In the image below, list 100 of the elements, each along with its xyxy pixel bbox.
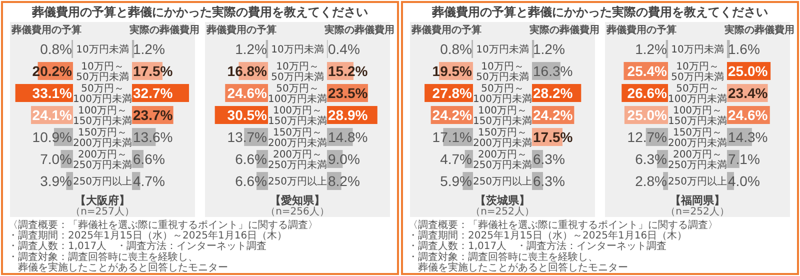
data-label: 9.0% — [328, 151, 360, 167]
data-label: 24.2% — [432, 107, 473, 123]
data-label: 26.6% — [627, 85, 668, 101]
data-label: 13.7% — [227, 129, 267, 145]
data-label: 5.9% — [440, 173, 472, 189]
data-label: 4.0% — [728, 173, 760, 189]
data-label: 1.2% — [533, 41, 565, 57]
text: 〈調査概要：「葬儀社を選ぶ際に重視するポイント」に関する調査〉 — [408, 219, 718, 231]
text: ・調査方法：インターネット調査 — [516, 240, 667, 252]
data-label: 25.0% — [627, 107, 668, 123]
x-axis-title: 葬儀費用の予算 — [10, 24, 82, 36]
data-label: 4.7% — [440, 151, 472, 167]
y-tick-label: 10万円未満 — [476, 44, 529, 56]
annotation: （n=256人） — [266, 206, 330, 218]
data-label: 0.8% — [440, 41, 472, 57]
text: ・調査期間：2025年1月15日（水）～2025年1月16日（木） — [408, 230, 688, 242]
y-tick-label: 100万円～150万円未満 — [72, 105, 132, 127]
data-label: 17.1% — [432, 129, 472, 145]
y-tick-label: 250万円以上 — [72, 176, 132, 188]
data-label: 33.1% — [32, 85, 73, 101]
text: 〈調査概要：「葬儀社を選ぶ際に重視するポイント」に関する調査〉 — [8, 219, 318, 231]
data-label: 17.5% — [533, 129, 574, 145]
y-tick-label: 10万円未満 — [76, 44, 129, 56]
x-axis-title: 実際の葬儀費用 — [528, 24, 600, 36]
data-label: 24.1% — [32, 107, 73, 123]
y-tick-label: 50万円～100万円未満 — [668, 83, 728, 105]
y-tick-label: 10万円～50万円未満 — [476, 61, 529, 83]
data-label: 13.6% — [133, 129, 173, 145]
y-tick-label: 150万円～200万円未満 — [668, 127, 728, 149]
y-tick-label: 50万円～100万円未満 — [72, 83, 132, 105]
data-label: 0.8% — [40, 41, 72, 57]
text: 【愛知県】 — [270, 194, 325, 207]
data-label: 17.5% — [133, 63, 174, 79]
y-tick-label: 50万円～100万円未満 — [268, 83, 328, 105]
data-label: 6.6% — [235, 173, 267, 189]
bar — [727, 40, 730, 58]
data-label: 23.5% — [328, 85, 368, 101]
x-axis-title: 葬儀費用の予算 — [606, 24, 676, 36]
data-label: 1.2% — [133, 41, 165, 57]
text: ・調査方法：インターネット調査 — [116, 240, 267, 252]
data-label: 16.8% — [227, 63, 268, 79]
y-tick-label: 200万円～250万円未満 — [472, 149, 532, 171]
y-tick-label: 250万円以上 — [668, 176, 728, 188]
data-label: 25.0% — [728, 63, 768, 79]
data-label: 32.7% — [133, 85, 174, 101]
data-label: 25.4% — [627, 63, 668, 79]
y-tick-label: 200万円～250万円未満 — [72, 149, 132, 171]
data-label: 12.7% — [627, 129, 667, 145]
y-tick-label: 10万円未満 — [271, 44, 324, 56]
y-tick-label: 200万円～250万円未満 — [668, 149, 728, 171]
data-label: 6.3% — [635, 151, 667, 167]
data-label: 14.8% — [328, 129, 368, 145]
data-label: 24.6% — [728, 107, 768, 123]
data-label: 24.6% — [227, 85, 268, 101]
data-label: 8.2% — [328, 173, 360, 189]
data-label: 3.9% — [40, 173, 72, 189]
x-axis-title: 葬儀費用の予算 — [410, 24, 482, 36]
text: ・調査対象：調査回答時に喪主を経験し、葬儀を実施したことがあると回答したモニター — [8, 250, 228, 274]
data-label: 23.4% — [728, 85, 768, 101]
y-tick-label: 150万円～200万円未満 — [72, 127, 132, 149]
y-tick-label: 10万円未満 — [671, 44, 724, 56]
data-label: 7.0% — [40, 151, 72, 167]
text: 葬儀費用の予算と葬儀にかかった実際の費用を教えてください — [31, 5, 368, 19]
text: ・調査期間：2025年1月15日（水）～2025年1月16日（木） — [8, 230, 288, 242]
data-label: 6.6% — [235, 151, 267, 167]
data-label: 27.8% — [432, 85, 473, 101]
annotation: （n=252人） — [470, 206, 534, 218]
data-label: 1.2% — [635, 41, 667, 57]
data-label: 14.3% — [728, 129, 768, 145]
y-tick-label: 100万円～150万円未満 — [472, 105, 532, 127]
data-label: 1.2% — [235, 41, 267, 57]
data-label: 16.3% — [533, 63, 573, 79]
y-tick-label: 150万円～200万円未満 — [268, 127, 328, 149]
data-label: 4.7% — [133, 173, 165, 189]
data-label: 6.3% — [533, 151, 565, 167]
data-label: 6.3% — [533, 173, 565, 189]
y-tick-label: 50万円～100万円未満 — [472, 83, 532, 105]
data-label: 23.7% — [133, 107, 174, 123]
x-axis-title: 実際の葬儀費用 — [128, 24, 200, 36]
y-tick-label: 100万円～150万円未満 — [268, 105, 328, 127]
data-label: 24.2% — [533, 107, 574, 123]
data-label: 0.4% — [328, 41, 360, 57]
x-axis-title: 葬儀費用の予算 — [206, 24, 276, 36]
x-axis-title: 実際の葬儀費用 — [724, 24, 794, 36]
text: 【茨城県】 — [475, 194, 530, 207]
data-label: 6.6% — [133, 151, 165, 167]
annotation: （n=257人） — [70, 206, 134, 218]
text: 【福岡県】 — [670, 194, 725, 207]
data-label: 30.5% — [227, 107, 268, 123]
data-label: 28.2% — [533, 85, 574, 101]
text: ・調査対象：調査回答時に喪主を経験し、葬儀を実施したことがあると回答したモニター — [408, 250, 628, 274]
annotation: （n=252人） — [666, 206, 730, 218]
text: ・調査人数：1,017人 — [408, 240, 507, 252]
x-axis-title: 実際の葬儀費用 — [324, 24, 394, 36]
y-tick-label: 10万円～50万円未満 — [671, 61, 724, 83]
text: 【大阪府】 — [75, 194, 130, 207]
y-tick-label: 250万円以上 — [472, 176, 532, 188]
y-tick-label: 10万円～50万円未満 — [271, 61, 324, 83]
data-label: 2.8% — [635, 173, 667, 189]
data-label: 7.1% — [728, 151, 760, 167]
